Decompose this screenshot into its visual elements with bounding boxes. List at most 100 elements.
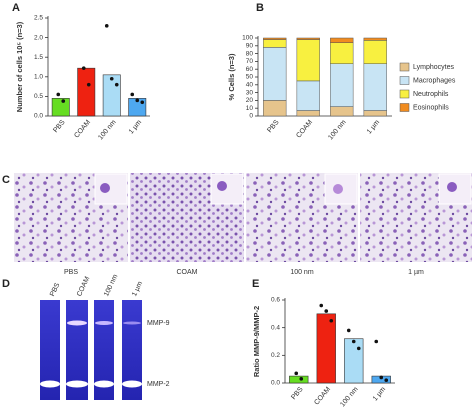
y-tick-label: 90	[246, 43, 254, 50]
x-tick-label: 100 nm	[97, 119, 117, 142]
gel-band	[94, 380, 114, 388]
inset-cell	[333, 184, 343, 194]
gel-lane-label: 100 nm	[103, 273, 119, 297]
gel-lane	[40, 300, 60, 400]
micrographs	[14, 173, 472, 262]
data-point	[324, 309, 329, 313]
bar-segment	[296, 110, 320, 117]
data-point	[294, 371, 299, 376]
y-tick-label: 2.0	[34, 34, 43, 41]
micrograph-label: 1 µm	[408, 269, 424, 276]
bar-segment	[296, 37, 320, 40]
panel-letter: B	[256, 2, 264, 14]
data-point	[61, 99, 66, 103]
data-point	[379, 375, 384, 380]
x-tick-label: COAM	[73, 119, 92, 140]
legend-label: Lymphocytes	[413, 64, 454, 71]
panel-letter: C	[2, 174, 10, 186]
legend-swatch	[399, 76, 410, 85]
bar-segment	[263, 47, 287, 101]
bar-segment	[330, 42, 354, 64]
gel-band	[66, 380, 88, 388]
bar-segment	[263, 100, 287, 117]
y-tick-label: 0.5	[34, 93, 43, 100]
legend-swatch	[399, 89, 410, 99]
bar-segment	[296, 80, 320, 111]
band-label: MMP-2	[147, 381, 170, 388]
bar	[316, 313, 336, 384]
data-point	[135, 98, 140, 103]
y-tick-label: 70	[246, 58, 254, 65]
y-tick-label: 1.0	[34, 74, 43, 81]
y-tick-label: 0.0	[271, 380, 280, 387]
bar	[344, 338, 364, 384]
data-point	[86, 82, 91, 87]
data-point	[384, 378, 389, 383]
bar-segment	[296, 39, 320, 82]
data-point	[351, 339, 356, 344]
data-point	[130, 92, 135, 97]
legend-label: Eosinophils	[413, 104, 449, 111]
panel-letter: A	[12, 2, 20, 14]
gel-lane	[122, 300, 142, 400]
panel-letter: E	[252, 278, 259, 290]
bar-segment	[363, 110, 387, 117]
data-point	[346, 328, 351, 333]
gel-lane	[94, 300, 114, 400]
bar	[102, 74, 121, 117]
inset	[94, 173, 128, 205]
y-tick-label: 0	[249, 113, 253, 120]
legend-label: Macrophages	[413, 77, 456, 84]
micrograph-label: PBS	[64, 269, 78, 276]
bar-segment	[363, 63, 387, 111]
y-axis-label: % Cells (n=3)	[227, 53, 236, 100]
gel-band	[122, 380, 142, 388]
y-tick-label: 2.5	[34, 15, 43, 22]
x-tick-label: 1 µm	[366, 119, 382, 136]
band-label: MMP-9	[147, 320, 170, 327]
legend-swatch	[399, 103, 410, 112]
x-tick-label: 100 nm	[339, 386, 359, 409]
data-point	[374, 339, 379, 344]
bar-segment	[263, 37, 287, 40]
y-tick-label: 60	[246, 66, 254, 73]
bar	[289, 375, 309, 384]
data-point	[81, 66, 86, 70]
x-tick-label: 100 nm	[327, 119, 347, 142]
bar-segment	[263, 39, 287, 48]
y-tick-label: 20	[246, 97, 254, 104]
inset-cell	[447, 182, 457, 192]
y-tick-label: 0.6	[271, 297, 280, 304]
x-tick-label: PBS	[52, 119, 67, 134]
y-tick-label: 50	[246, 74, 254, 81]
data-point	[140, 100, 145, 105]
y-tick-label: 0.4	[271, 324, 280, 331]
bar-segment	[330, 63, 354, 107]
y-axis-label: Number of cells 10⁵ (n=3)	[15, 21, 24, 112]
x-tick-label: COAM	[313, 386, 332, 407]
y-tick-label: 100	[242, 35, 253, 42]
y-tick-label: 1.5	[34, 54, 43, 61]
gel-lane-label: PBS	[49, 282, 61, 298]
bar-segment	[363, 40, 387, 64]
bar-segment	[330, 37, 354, 43]
gel-band	[123, 321, 141, 325]
data-point	[56, 92, 61, 97]
inset-cell	[217, 181, 227, 191]
y-tick-label: 80	[246, 50, 254, 57]
x-tick-label: PBS	[290, 386, 305, 401]
x-tick-label: 1 µm	[128, 119, 144, 136]
bar-segment	[363, 37, 387, 41]
x-tick-label: 1 µm	[372, 386, 388, 403]
y-tick-label: 0.2	[271, 352, 280, 359]
legend-swatch	[399, 62, 410, 72]
gel-band	[40, 380, 60, 388]
bar	[77, 67, 96, 117]
bar	[51, 98, 70, 117]
micrograph-label: 100 nm	[290, 269, 314, 276]
y-tick-label: 10	[246, 105, 254, 112]
x-tick-label: COAM	[295, 119, 314, 140]
gel-band	[67, 320, 87, 326]
y-tick-label: 40	[246, 82, 254, 89]
